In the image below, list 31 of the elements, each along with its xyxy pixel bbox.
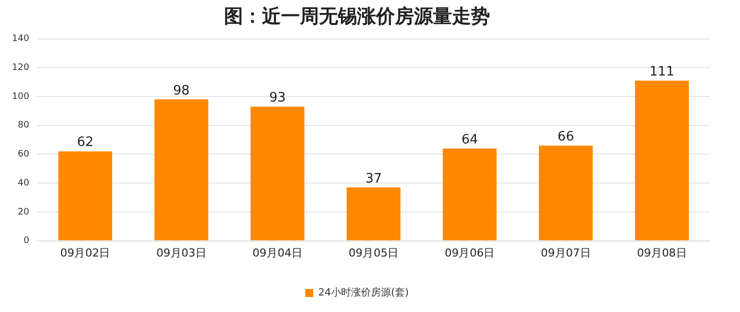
bar: [538, 146, 593, 240]
data-label: 64: [461, 132, 478, 148]
legend-label: 24小时涨价房源(套): [318, 286, 409, 299]
bar: [442, 148, 497, 240]
y-tick-label: 100: [12, 92, 30, 102]
data-label: 98: [173, 83, 190, 98]
bar: [346, 187, 400, 240]
data-label: 37: [365, 171, 382, 186]
y-tick-label: 0: [23, 236, 30, 246]
y-tick-label: 140: [12, 34, 30, 44]
x-tick-label: 09月02日: [60, 246, 110, 260]
y-tick-label: 120: [12, 63, 30, 73]
y-tick-label: 60: [18, 150, 30, 160]
y-tick-label: 20: [18, 207, 30, 218]
x-tick-label: 09月05日: [348, 246, 399, 260]
bar: [250, 106, 304, 240]
y-tick-label: 80: [18, 120, 30, 131]
x-tick-label: 09月03日: [156, 246, 206, 260]
x-tick-label: 09月06日: [444, 246, 495, 260]
data-label: 111: [650, 64, 674, 80]
x-tick-label: 09月07日: [540, 246, 591, 260]
x-tick-label: 09月04日: [252, 246, 302, 260]
bar: [635, 80, 689, 240]
bar: [58, 151, 112, 240]
data-label: 66: [558, 129, 574, 144]
data-label: 62: [76, 135, 94, 150]
x-tick-label: 09月08日: [636, 246, 687, 260]
bar: [154, 99, 208, 240]
data-label: 93: [269, 90, 286, 106]
chart-title: 图：近一周无锡涨价房源量走势: [224, 5, 490, 28]
y-tick-label: 40: [18, 178, 30, 188]
